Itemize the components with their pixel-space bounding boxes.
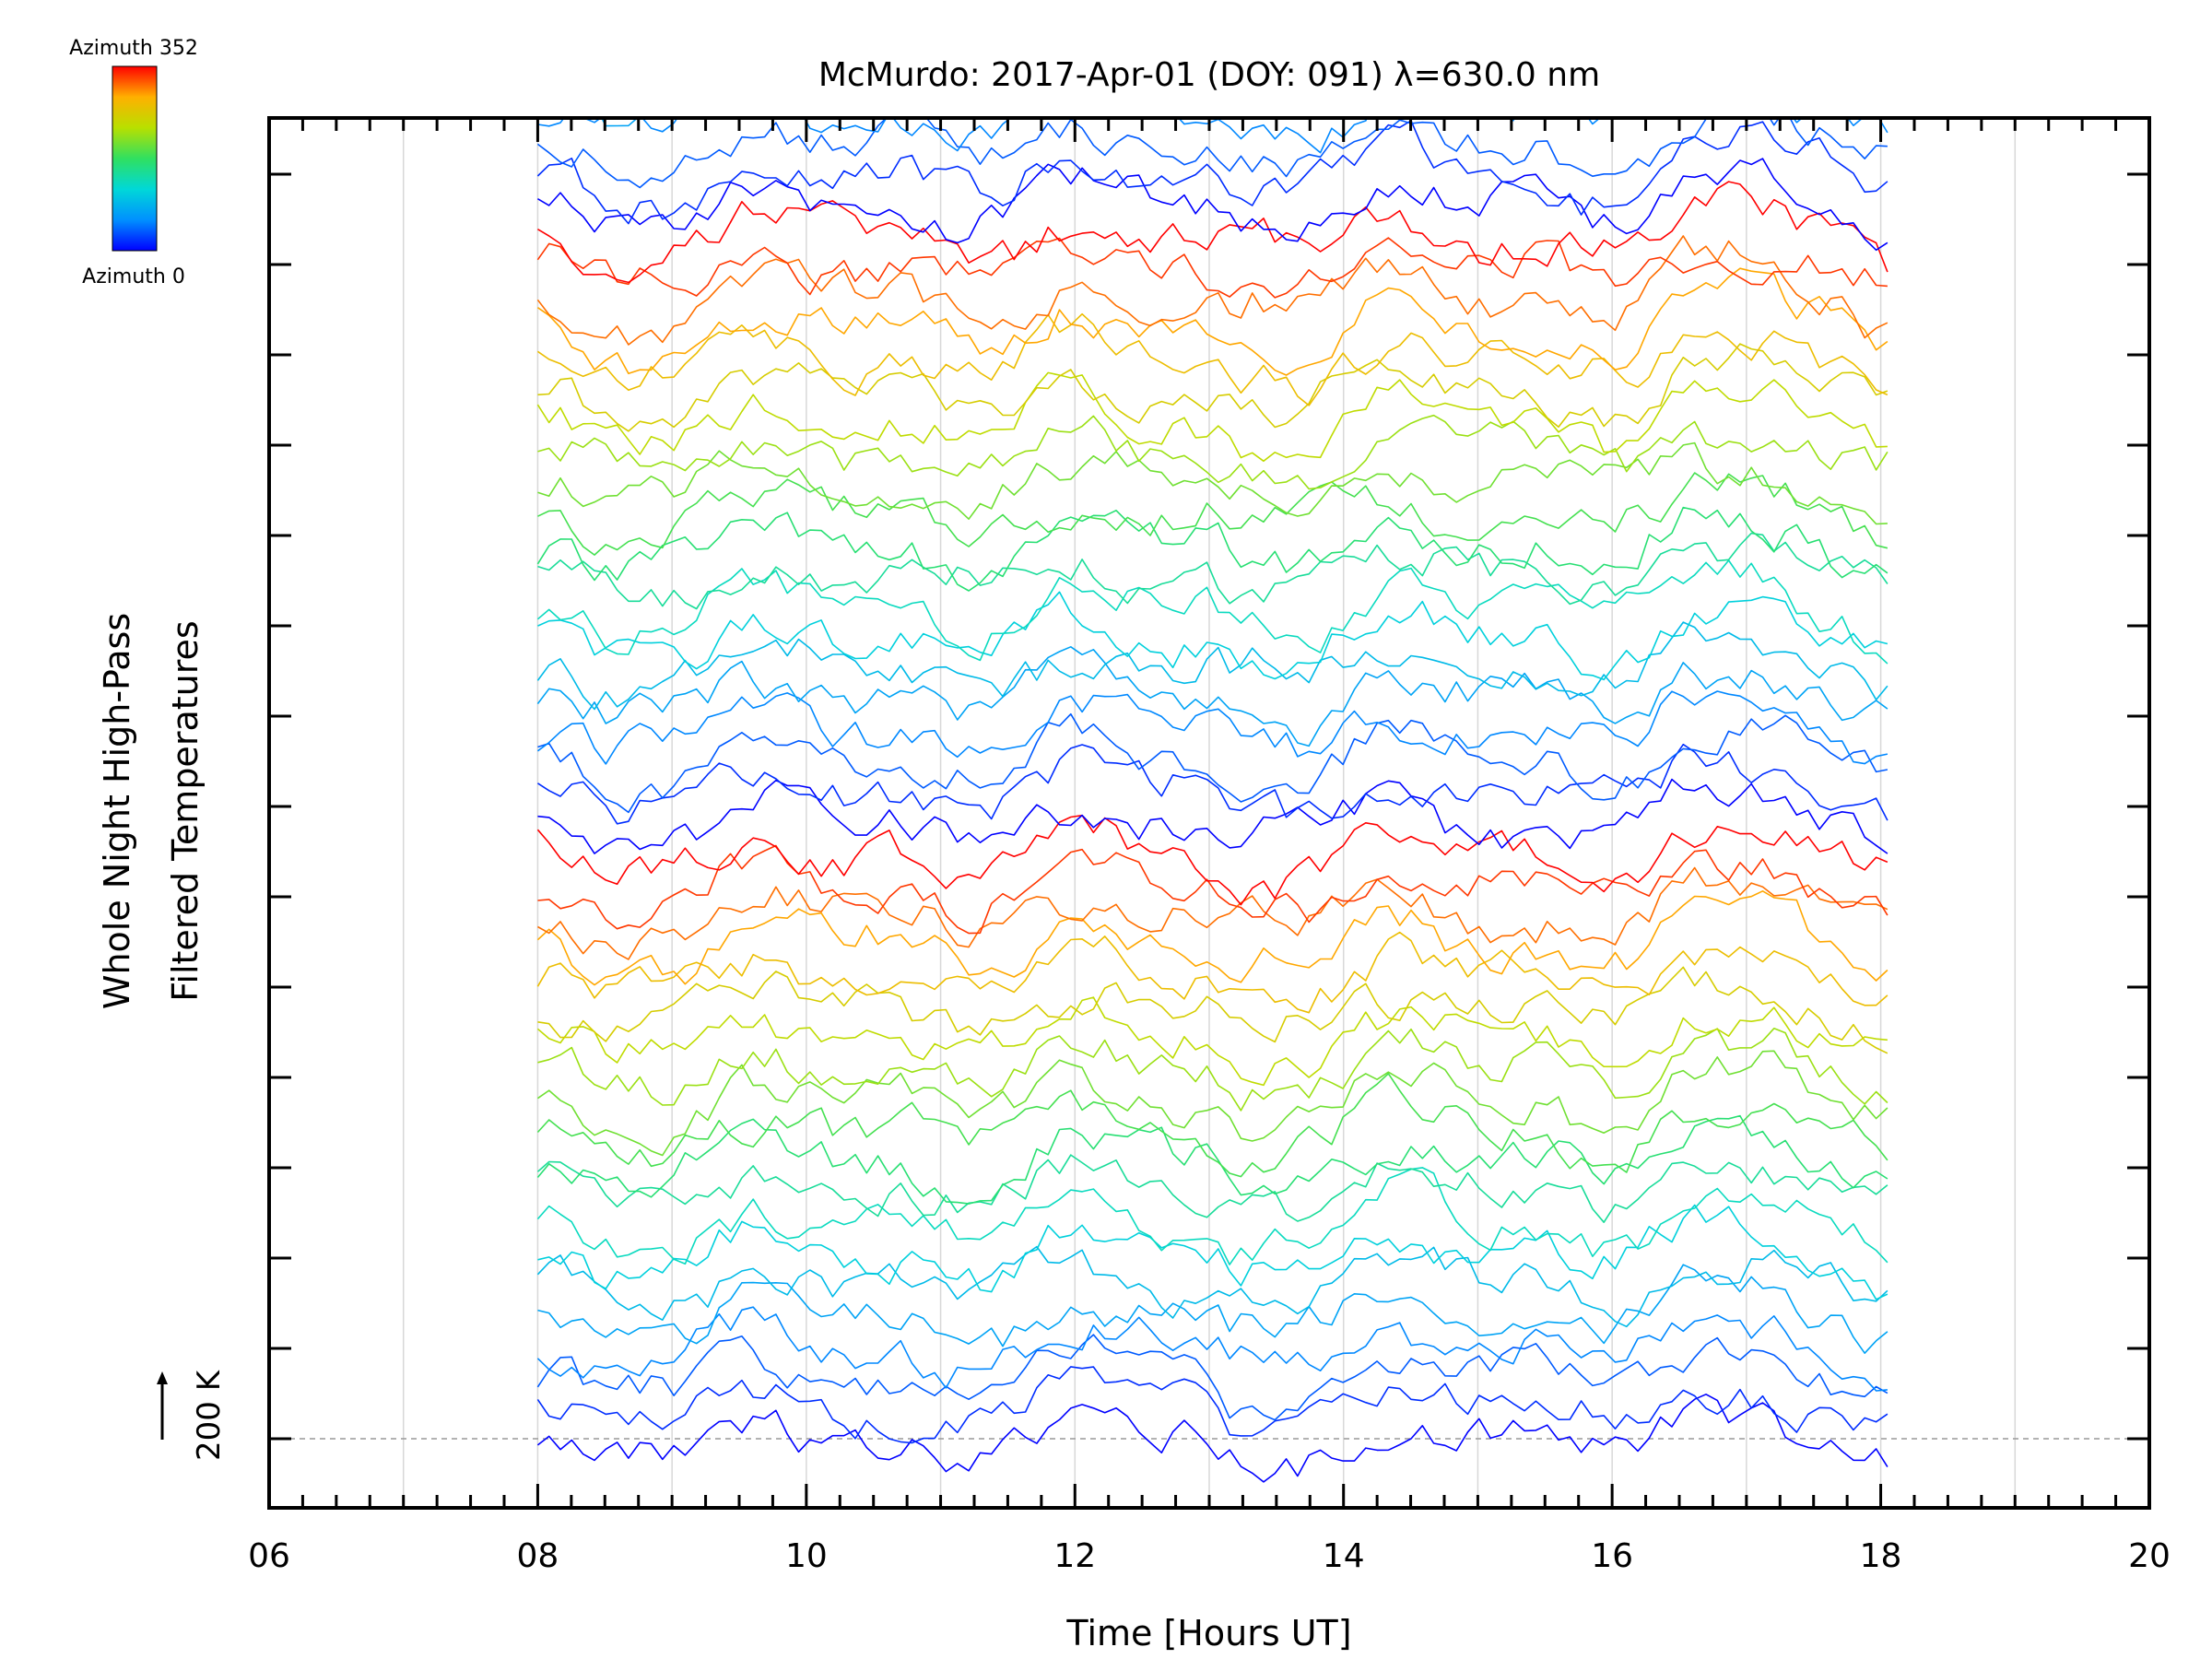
temperature-trace (536, 1050, 1888, 1157)
temperature-trace (536, 158, 1888, 252)
temperature-trace (537, 441, 1888, 525)
temperature-trace (536, 506, 1888, 592)
temperature-trace (536, 120, 1888, 225)
temperature-trace (536, 690, 1888, 765)
temperature-trace (537, 472, 1888, 556)
temperature-trace (536, 267, 1888, 376)
scale-bar-arrowhead (157, 1371, 168, 1384)
y-axis-label-line2: Filtered Temperatures (165, 620, 206, 1001)
temperature-trace (536, 181, 1888, 284)
temperature-trace (537, 591, 1888, 681)
x-tick-label: 10 (785, 1537, 828, 1575)
temperature-trace (537, 1264, 1888, 1354)
temperature-trace (536, 312, 1888, 406)
temperature-trace (536, 371, 1888, 463)
temperature-trace (536, 237, 1888, 299)
x-tick-labels: 06 08 10 12 14 16 18 20 (248, 1537, 2171, 1575)
vertical-gridlines (402, 118, 2017, 1508)
temperature-trace (537, 343, 1888, 432)
temperature-trace (536, 1394, 1888, 1483)
temperature-trace (536, 235, 1888, 346)
temperature-trace (536, 1154, 1888, 1223)
temperature-trace (536, 889, 1888, 986)
temperature-trace (536, 1366, 1888, 1444)
temperature-trace (537, 0, 1888, 55)
temperature-trace (537, 844, 1888, 935)
temperature-trace (536, 1306, 1888, 1392)
temperature-trace (536, 118, 1888, 189)
temperature-trace (536, 1334, 1888, 1421)
temperature-trace (537, 778, 1888, 854)
temperature-trace (537, 866, 1888, 960)
x-tick-label: 20 (2128, 1537, 2171, 1575)
y-axis-label-line1: Whole Night High-Pass (97, 613, 137, 1009)
temperature-trace (537, 0, 1888, 29)
scale-bar-label: 200 K (191, 1369, 228, 1461)
temperature-trace (536, 645, 1888, 747)
x-tick-label: 18 (1860, 1537, 1902, 1575)
x-tick-label: 08 (517, 1537, 559, 1575)
temperature-trace (537, 966, 1888, 1054)
temperature-trace (537, 414, 1888, 490)
x-tick-label: 06 (248, 1537, 290, 1575)
temperature-trace (536, 559, 1888, 665)
temperature-trace (536, 1167, 1888, 1265)
colorbar-top-label: Azimuth 352 (69, 37, 198, 60)
colorbar (112, 65, 158, 252)
temperature-trace (537, 118, 1888, 154)
x-tick-label: 16 (1591, 1537, 1633, 1575)
plot-frame (267, 116, 2151, 1510)
trace-series (536, 0, 1888, 1483)
temperature-trace (536, 1245, 1888, 1328)
temperature-trace (536, 996, 1888, 1087)
temperature-trace (536, 1114, 1888, 1205)
chart-title: McMurdo: 2017-Apr-01 (DOY: 091) λ=630.0 … (818, 56, 1600, 94)
temperature-trace (537, 1028, 1888, 1112)
x-axis-label: Time [Hours UT] (1065, 1613, 1351, 1653)
temperature-trace (537, 712, 1888, 814)
temperature-trace (537, 532, 1888, 610)
temperature-trace (537, 1204, 1888, 1300)
colorbar-bottom-label: Azimuth 0 (82, 265, 185, 288)
temperature-trace (536, 814, 1888, 906)
temperature-trace (536, 743, 1888, 825)
temperature-trace (536, 621, 1888, 711)
temperature-trace (536, 1073, 1888, 1178)
x-tick-label: 12 (1053, 1537, 1096, 1575)
x-tick-label: 14 (1323, 1537, 1365, 1575)
temperature-trace (536, 931, 1888, 1014)
